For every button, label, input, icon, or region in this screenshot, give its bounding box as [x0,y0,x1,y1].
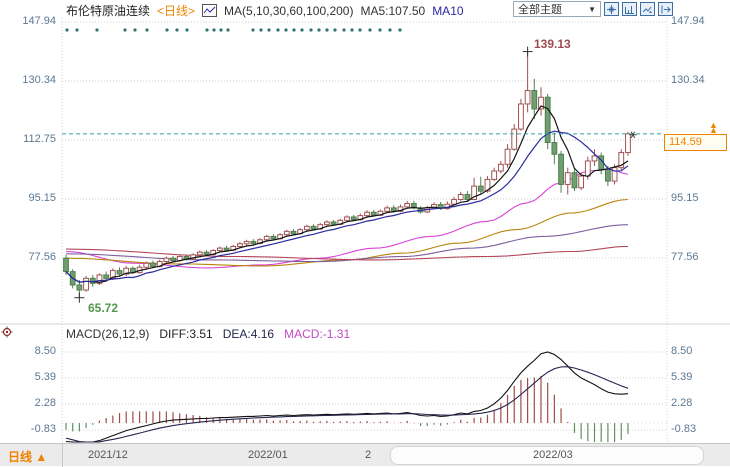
ma5-value: MA5:107.50 [360,3,426,18]
indicator-target-icon[interactable] [1,326,13,341]
axis-tick-right: 147.94 [671,15,705,27]
axis-tick-left: 130.34 [22,74,56,87]
divider [62,444,63,467]
macd-dea-value: DEA:4.16 [222,327,275,341]
date-tick-label: 2022/03 [533,449,573,461]
axis-tick-left: 2.28 [34,397,56,409]
axis-tick-right: 2.28 [671,397,693,409]
axis-tick-right: 95.15 [671,192,699,205]
axis-tick-left: 8.50 [34,345,56,357]
crosshair-tool-button[interactable] [604,2,619,16]
date-tick-label: 2022/01 [248,449,288,461]
axis-tick-right: 5.39 [671,371,693,383]
date-tick-label: 2 [365,449,372,461]
theme-dropdown-value: 全部主题 [518,4,562,16]
low-price-label: 65.72 [88,301,119,315]
axis-tick-left: 77.56 [28,251,56,263]
ma-settings-label[interactable]: MA(5,10,30,60,100,200) [224,3,354,18]
bottom-time-bar: 日线 ▲ 2021/12 2022/01 2 2022/03 [0,443,730,467]
axis-tick-right: 130.34 [671,74,705,87]
macd-macd-value: MACD:-1.31 [284,327,351,341]
scroll-up-arrows-icon[interactable]: ▲ ▲ [709,120,718,135]
macd-diff-value: DIFF:3.51 [159,327,213,341]
period-tag[interactable]: <日线> [157,4,196,18]
axis-tick-left: 112.75 [23,133,56,145]
chart-header: 布伦特原油连续 <日线> MA(5,10,30,60,100,200) MA5:… [66,2,464,19]
axis-tick-right: 77.56 [671,251,699,263]
toolbar: 全部主题 ▼ [513,1,673,17]
axis-tick-left: 5.39 [34,371,56,383]
axis-tick-right: 8.50 [671,345,693,357]
current-price-box[interactable]: 114.59 [664,134,727,151]
high-price-label: 139.13 [534,37,571,51]
chevron-down-icon: ▼ [588,4,596,14]
period-selector[interactable]: 日线 ▲ [8,450,48,464]
axis-tick-right: -0.83 [671,423,697,435]
macd-header: MACD(26,12,9) DIFF:3.51 DEA:4.16 MACD:-1… [66,327,350,341]
macd-title[interactable]: MACD(26,12,9) [66,327,150,341]
horizontal-scrollbar-thumb[interactable] [390,446,704,465]
instrument-title[interactable]: 布伦特原油连续 [66,4,151,18]
ma10-label: MA10 [432,3,464,18]
trend-play-tool-button[interactable] [640,2,655,16]
bar-chart-tool-button[interactable] [622,2,637,16]
exit-fullscreen-button[interactable] [658,2,673,16]
line-chart-icon[interactable] [202,4,218,17]
axis-tick-left: 147.94 [22,15,56,27]
date-tick-label: 2021/12 [88,449,128,461]
axis-tick-left: 95.15 [28,192,56,205]
axis-tick-left: -0.83 [30,423,56,435]
theme-dropdown[interactable]: 全部主题 ▼ [513,1,601,17]
